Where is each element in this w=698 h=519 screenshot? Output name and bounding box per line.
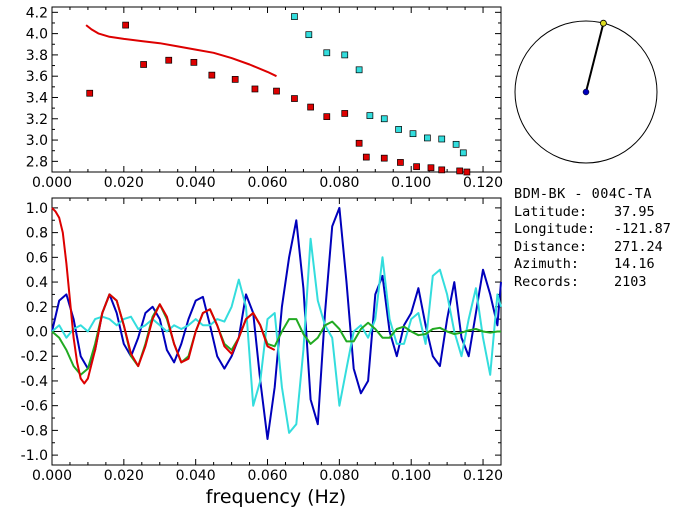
red-data-point: [355, 139, 363, 147]
cyan-data-point: [355, 66, 363, 74]
x-tick-label: 0.080: [319, 468, 359, 484]
cyan-data-point: [452, 140, 460, 148]
distance-row: Distance: 271.24: [514, 239, 698, 257]
latitude-row: Latitude: 37.95: [514, 204, 698, 222]
cyan-data-point: [409, 130, 417, 138]
dispersion-plot-frame: [51, 6, 502, 173]
distance-label: Distance:: [514, 238, 588, 255]
y-tick-label: -0.8: [21, 423, 48, 439]
y-tick-label: -0.6: [21, 399, 48, 415]
records-value: 2103: [614, 273, 647, 290]
red-data-point: [140, 61, 147, 68]
x-tick-label: 0.020: [104, 468, 144, 484]
cyan-data-point: [366, 112, 374, 119]
red-data-point: [307, 103, 314, 111]
cyan-data-point: [438, 135, 446, 143]
cyan-data-point: [305, 31, 313, 39]
y-tick-label: -1.0: [21, 448, 48, 464]
x-axis-label: frequency (Hz): [206, 486, 346, 508]
y-tick-label: 3.0: [26, 133, 48, 149]
x-tick-label: 0.120: [463, 175, 503, 191]
x-tick-label: 0.060: [247, 175, 287, 191]
station-title: BDM-BK - 004C-TA: [514, 186, 653, 202]
y-tick-label: 3.2: [26, 112, 48, 128]
station-info: BDM-BK - 004C-TA Latitude: 37.95 Longitu…: [514, 186, 698, 291]
red-data-point: [397, 159, 404, 166]
red-data-point: [165, 56, 173, 64]
x-tick-label: 0.000: [32, 175, 72, 191]
y-tick-label: 3.4: [26, 90, 48, 106]
y-tick-label: 4.2: [26, 5, 48, 21]
azimuth-value: 14.16: [614, 256, 655, 272]
y-tick-label: 4.0: [26, 27, 48, 43]
y-tick-label: 2.8: [26, 154, 48, 170]
spectrum-panel: 0.000 0.020 0.040 0.060 0.080 0.100 0.120 1.0 0…: [21, 197, 503, 508]
longitude-row: Longitude: -121.87: [514, 221, 698, 239]
y-tick-label: 0.2: [26, 300, 48, 316]
x-tick-label: 0.100: [391, 175, 431, 191]
y-tick-label: 3.8: [26, 48, 48, 64]
azimuth-map: [514, 19, 658, 164]
red-data-point: [323, 113, 331, 120]
y-tick-label: 1.0: [26, 201, 48, 217]
cyan-data-point: [424, 134, 431, 142]
y-tick-label: 0.0: [26, 325, 48, 341]
red-series-line: [85, 24, 277, 78]
x-tick-label: 0.060: [247, 468, 287, 484]
y-tick-label: 0.6: [26, 250, 48, 266]
x-tick-label: 0.040: [176, 468, 216, 484]
red-data-point: [208, 71, 216, 79]
records-row: Records: 2103: [514, 274, 698, 292]
red-data-point: [438, 166, 446, 174]
red-series-line: [51, 207, 276, 385]
latitude-value: 37.95: [614, 203, 655, 220]
red-data-point: [427, 164, 435, 172]
longitude-value: -121.87: [614, 221, 671, 237]
x-tick-label: 0.000: [32, 468, 72, 484]
y-tick-label: -0.4: [21, 374, 48, 390]
distance-value: 271.24: [614, 238, 663, 255]
red-data-point: [251, 85, 259, 93]
cyan-data-point: [341, 51, 349, 59]
cyan-data-point: [395, 126, 402, 133]
red-data-point: [122, 21, 129, 29]
y-tick-label: 0.4: [26, 275, 48, 291]
latitude-label: Latitude:: [514, 203, 588, 220]
source-marker: [600, 19, 607, 27]
y-tick-label: 3.6: [26, 69, 48, 85]
red-data-point: [86, 89, 94, 97]
cyan-data-point: [380, 115, 388, 123]
y-tick-label: 0.8: [26, 226, 48, 242]
red-data-point: [273, 87, 280, 95]
x-tick-label: 0.020: [104, 175, 144, 191]
red-data-point: [291, 95, 298, 102]
cyan-data-point: [459, 149, 467, 157]
red-data-point: [463, 168, 471, 176]
red-data-point: [341, 110, 349, 117]
y-tick-label: -0.2: [21, 349, 48, 365]
x-tick-label: 0.040: [176, 175, 216, 191]
cyan-data-point: [323, 49, 331, 57]
red-data-point: [413, 163, 420, 171]
x-tick-label: 0.120: [463, 468, 503, 484]
azimuth-line: [585, 22, 605, 93]
x-tick-label: 0.100: [391, 468, 431, 484]
azimuth-label: Azimuth:: [514, 256, 580, 272]
longitude-label: Longitude:: [514, 221, 596, 237]
red-data-point: [362, 153, 370, 161]
cyan-series-line: [51, 237, 502, 434]
azimuth-row: Azimuth: 14.16: [514, 256, 698, 274]
x-tick-label: 0.080: [319, 175, 359, 191]
red-data-point: [456, 167, 464, 175]
cyan-data-point: [291, 13, 298, 20]
azimuth-circle: [514, 20, 658, 164]
red-data-point: [231, 76, 239, 83]
station-marker: [582, 88, 590, 96]
dispersion-panel: 0.000 0.020 0.040 0.060 0.080 0.100 0.120 2.8 3…: [26, 5, 503, 191]
records-label: Records:: [514, 273, 580, 290]
red-data-point: [380, 154, 388, 162]
red-data-point: [190, 59, 198, 66]
